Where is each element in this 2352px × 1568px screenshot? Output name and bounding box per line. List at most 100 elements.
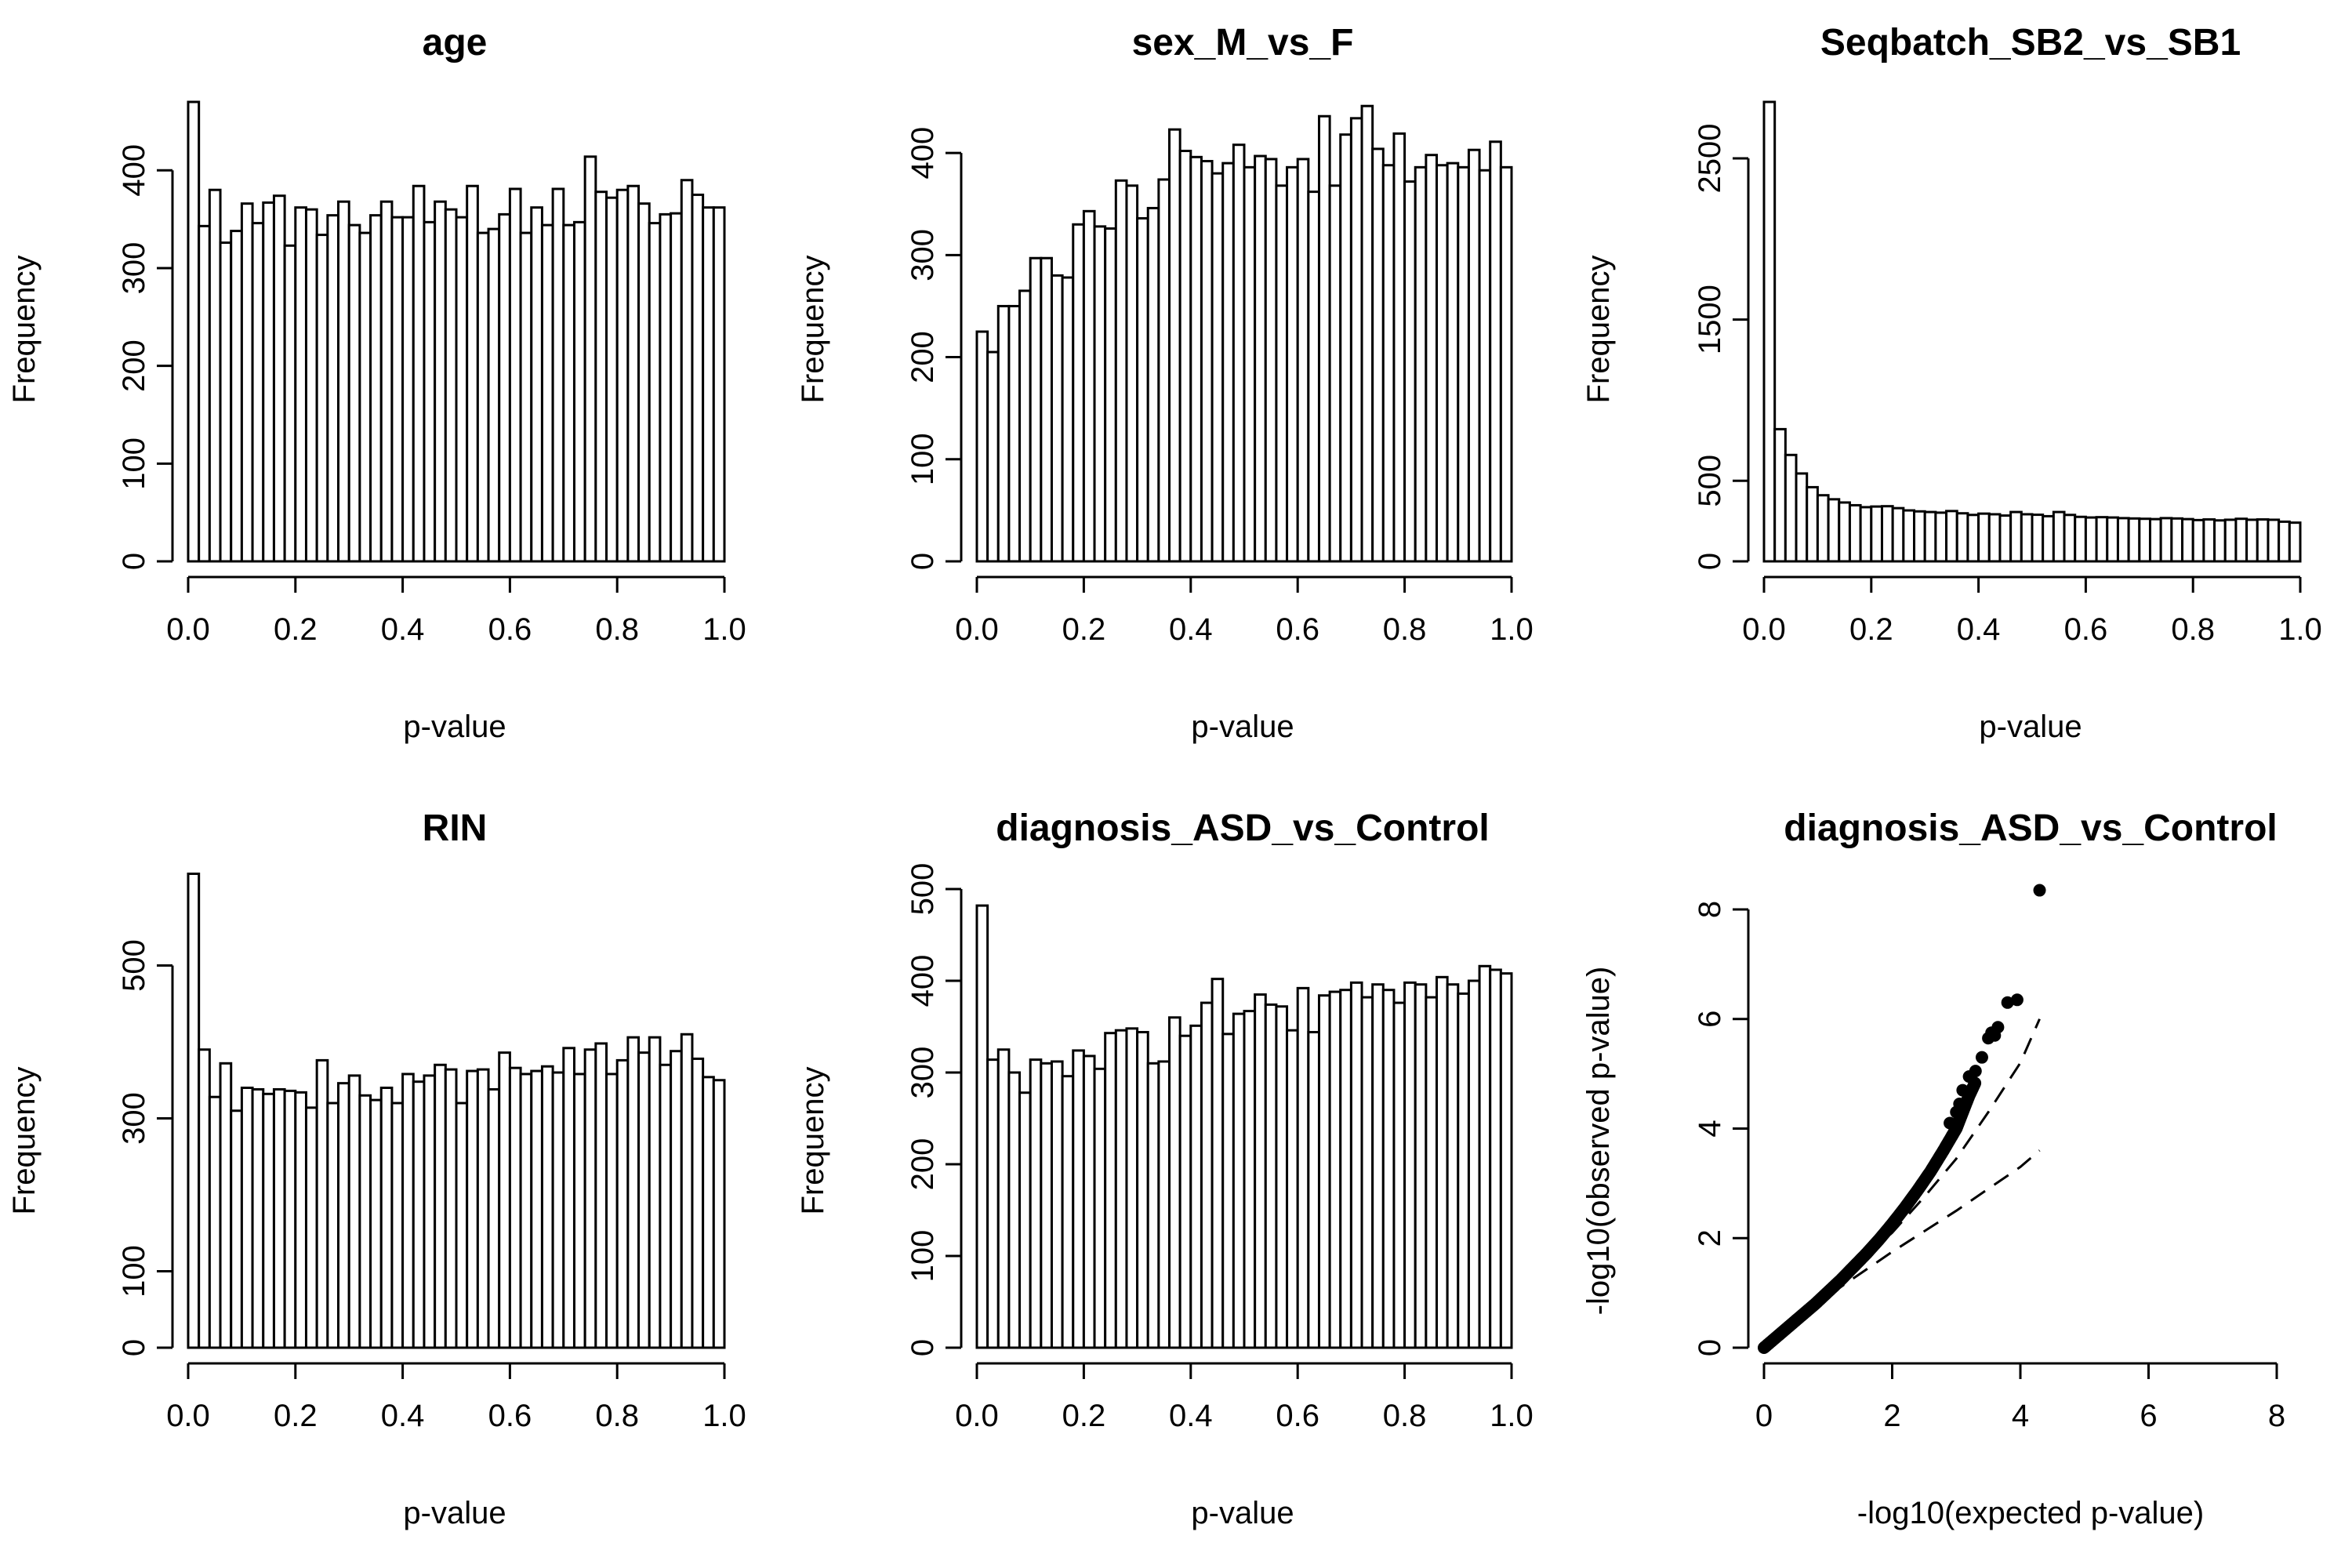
y-tick-label: 2500 — [1693, 123, 1727, 193]
histogram-bar — [540, 1065, 554, 1349]
histogram-bar — [208, 188, 222, 563]
histogram-bar — [1029, 1058, 1043, 1349]
histogram-bar — [1146, 206, 1160, 563]
histogram-bar — [1307, 191, 1320, 563]
histogram-bar — [2020, 513, 2034, 563]
histogram-bars — [1762, 100, 2302, 563]
histogram-bar — [1125, 184, 1139, 563]
y-tick-label: 100 — [906, 433, 940, 485]
x-axis-label: p-value — [1191, 710, 1294, 744]
y-tick-label: 1500 — [1693, 285, 1727, 354]
histogram-bar — [2181, 517, 2194, 563]
x-tick-label: 0.8 — [2171, 612, 2215, 647]
histogram-bar — [1425, 996, 1439, 1349]
y-axis-label: -log10(observed p-value) — [1581, 967, 1616, 1316]
histogram-bar — [1446, 983, 1460, 1349]
qq-points — [1758, 884, 2046, 1354]
histogram-bar — [1360, 104, 1374, 563]
histogram-bar — [262, 201, 275, 563]
histogram-bar — [251, 1087, 265, 1349]
panel-title: diagnosis_ASD_vs_Control — [1784, 808, 2277, 849]
y-axis-label: Frequency — [796, 1067, 830, 1215]
histogram-bar — [2288, 521, 2302, 563]
x-tick-label: 8 — [2268, 1399, 2285, 1433]
histogram-bar — [304, 208, 318, 563]
histogram-bar — [1050, 1060, 1064, 1349]
histogram-bar — [1072, 223, 1085, 563]
histogram-bar — [240, 1087, 254, 1349]
histogram-bar — [455, 216, 469, 563]
histogram-bar — [2074, 515, 2087, 563]
axes: 0.0 0.2 0.4 0.6 0.8 1.0 0 100 300 500 — [117, 939, 746, 1433]
histogram-bar — [626, 184, 641, 563]
x-tick-label: 0.4 — [1957, 612, 2001, 647]
histogram-bar — [1392, 1001, 1406, 1349]
histogram-bar — [1489, 968, 1502, 1349]
histogram-bar — [1403, 180, 1417, 563]
histogram-bar — [670, 212, 683, 563]
y-tick-label: 6 — [1693, 1011, 1727, 1028]
x-tick-label: 0.0 — [166, 1399, 210, 1433]
panel-title: Seqbatch_SB2_vs_SB1 — [1820, 22, 2241, 64]
histogram-bar — [1275, 184, 1289, 563]
histogram-bar — [1296, 158, 1310, 563]
x-tick-label: 0.6 — [488, 612, 532, 647]
histogram-bar — [680, 179, 694, 563]
histogram-bar — [1136, 1031, 1149, 1349]
histogram-bar — [1104, 1032, 1117, 1349]
histogram-bar — [1296, 986, 1310, 1349]
y-tick-label: 300 — [906, 229, 940, 281]
y-tick-label: 500 — [906, 863, 940, 916]
histogram-bar — [369, 214, 383, 563]
histogram-bar — [455, 1102, 469, 1349]
histogram-bars — [975, 104, 1513, 563]
histogram-bar — [519, 231, 533, 563]
histogram-bar — [2106, 516, 2119, 563]
histogram-bar — [986, 1058, 1000, 1349]
x-tick-label: 4 — [2012, 1399, 2029, 1433]
y-tick-label: 500 — [1693, 455, 1727, 507]
histogram-bar — [1436, 975, 1449, 1349]
x-tick-label: 1.0 — [702, 612, 746, 647]
panel-rin-histogram: RIN p-value Frequency 0.0 0.2 0.4 0.6 0.8 1.0… — [7, 808, 746, 1530]
panel-title: diagnosis_ASD_vs_Control — [996, 808, 1489, 849]
histogram-bar — [2223, 518, 2238, 563]
histogram-bar — [1104, 227, 1117, 563]
histogram-bar — [1998, 514, 2013, 563]
x-tick-label: 0.8 — [1383, 1399, 1427, 1433]
histogram-bar — [1762, 100, 1777, 563]
axes: 0.0 0.2 0.4 0.6 0.8 1.0 0 100 200 300 400 — [117, 144, 746, 647]
histogram-bar — [1061, 1075, 1075, 1349]
histogram-bar — [1467, 979, 1481, 1349]
histogram-bar — [1157, 1060, 1171, 1349]
histogram-bar — [230, 230, 243, 563]
histogram-bar — [1436, 164, 1449, 563]
histogram-bar — [1029, 256, 1043, 563]
histogram-bar — [444, 208, 458, 563]
histogram-bar — [562, 223, 575, 563]
y-tick-label: 300 — [117, 242, 151, 295]
x-tick-label: 1.0 — [2278, 612, 2322, 647]
histogram-bar — [1870, 505, 1883, 563]
histogram-bar — [1050, 274, 1064, 563]
histogram-bar — [304, 1106, 318, 1349]
y-tick-label: 4 — [1693, 1120, 1727, 1137]
histogram-bar — [337, 1082, 350, 1349]
histogram-bar — [2009, 510, 2023, 563]
histogram-bar — [540, 223, 554, 563]
histogram-bar — [691, 193, 705, 563]
histogram-bar — [975, 330, 989, 563]
x-axis-label: p-value — [403, 1496, 506, 1530]
histogram-bar — [498, 1051, 511, 1349]
qq-point — [2033, 884, 2046, 897]
histogram-bar — [2138, 517, 2151, 563]
histogram-bar — [412, 1080, 426, 1349]
histogram-bar — [2052, 510, 2066, 563]
y-tick-label: 400 — [117, 144, 151, 197]
histogram-bar — [347, 1074, 361, 1349]
histogram-bar — [691, 1057, 705, 1349]
histogram-bar — [1371, 147, 1385, 563]
y-tick-label: 200 — [906, 1138, 940, 1191]
y-axis-label: Frequency — [7, 1067, 42, 1215]
